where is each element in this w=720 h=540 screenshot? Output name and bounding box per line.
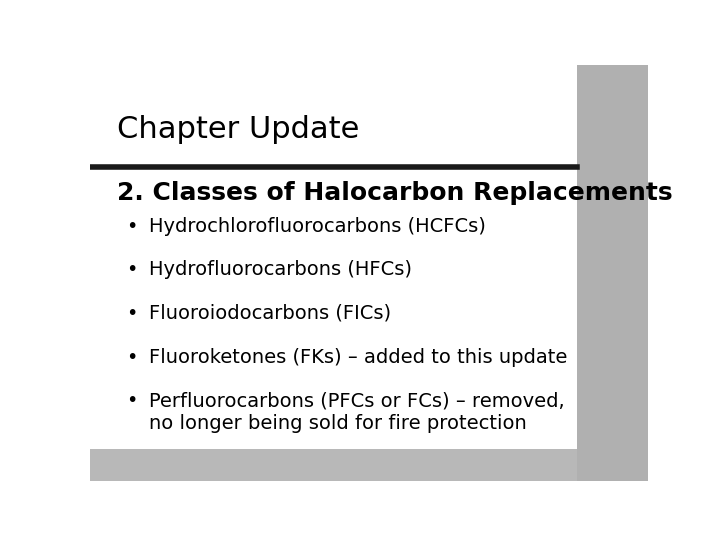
Text: 2. Classes of Halocarbon Replacements: 2. Classes of Halocarbon Replacements — [117, 181, 672, 205]
Bar — [577, 65, 648, 481]
Text: Hydrochlorofluorocarbons (HCFCs): Hydrochlorofluorocarbons (HCFCs) — [148, 217, 485, 235]
Bar — [90, 449, 577, 481]
Text: Perfluorocarbons (PFCs or FCs) – removed,
no longer being sold for fire protecti: Perfluorocarbons (PFCs or FCs) – removed… — [148, 391, 564, 433]
Text: Fluoroketones (FKs) – added to this update: Fluoroketones (FKs) – added to this upda… — [148, 348, 567, 367]
Text: •: • — [126, 391, 138, 410]
Text: •: • — [126, 304, 138, 323]
Text: •: • — [126, 348, 138, 367]
Text: Fluoroiodocarbons (FICs): Fluoroiodocarbons (FICs) — [148, 304, 391, 323]
Text: •: • — [126, 217, 138, 235]
Text: Hydrofluorocarbons (HFCs): Hydrofluorocarbons (HFCs) — [148, 260, 412, 279]
Text: Chapter Update: Chapter Update — [117, 114, 359, 144]
Text: •: • — [126, 260, 138, 279]
